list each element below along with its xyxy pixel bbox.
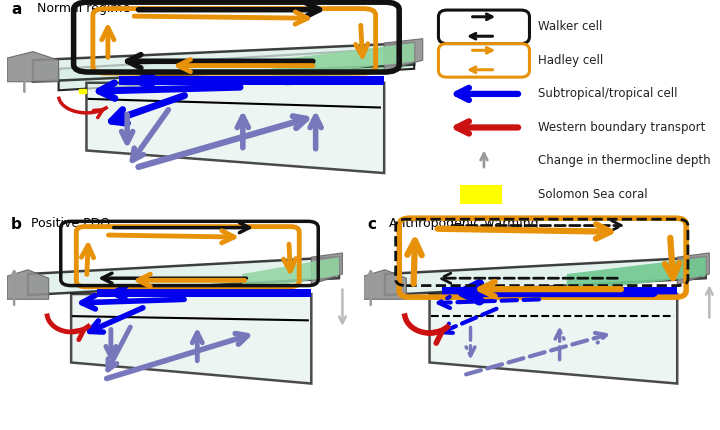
Text: b: b (11, 217, 22, 232)
Polygon shape (86, 83, 384, 173)
Text: Positive PDO: Positive PDO (32, 217, 110, 230)
Polygon shape (119, 77, 384, 85)
Text: Subtropical/tropical cell: Subtropical/tropical cell (538, 87, 678, 101)
Polygon shape (442, 287, 678, 298)
Polygon shape (364, 270, 406, 299)
Polygon shape (58, 47, 414, 90)
Text: a: a (12, 2, 22, 17)
Polygon shape (242, 257, 339, 292)
Polygon shape (7, 270, 49, 299)
Polygon shape (273, 43, 414, 79)
Polygon shape (97, 289, 311, 297)
Polygon shape (33, 43, 414, 82)
Polygon shape (385, 257, 706, 295)
Text: Solomon Sea coral: Solomon Sea coral (538, 188, 647, 201)
Text: c: c (367, 217, 376, 232)
Polygon shape (286, 47, 414, 86)
Polygon shape (71, 294, 311, 384)
Polygon shape (28, 257, 339, 295)
Text: Change in thermocline depth: Change in thermocline depth (538, 154, 711, 168)
Polygon shape (311, 253, 343, 285)
Bar (79, 89, 86, 93)
Text: Hadley cell: Hadley cell (538, 54, 603, 67)
Polygon shape (384, 39, 423, 71)
Polygon shape (7, 52, 58, 82)
Bar (462, 186, 501, 203)
Text: Normal regime: Normal regime (37, 2, 130, 15)
Text: Western boundary transport: Western boundary transport (538, 121, 706, 134)
Polygon shape (567, 257, 706, 292)
Text: Walker cell: Walker cell (538, 20, 603, 34)
Polygon shape (678, 253, 709, 285)
Polygon shape (430, 294, 678, 384)
Text: Anthropogenic warming: Anthropogenic warming (389, 217, 538, 230)
